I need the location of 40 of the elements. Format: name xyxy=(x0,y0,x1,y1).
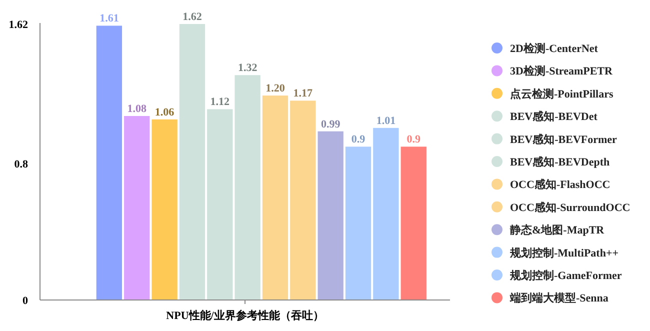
x-tick-label: NPU性能/业界参考性能（吞吐） xyxy=(166,309,324,322)
legend-label: 规划控制-MultiPath++ xyxy=(509,246,618,260)
data-label: 1.06 xyxy=(154,106,175,118)
data-label: 1.12 xyxy=(210,96,230,108)
legend-item: OCC感知-SurroundOCC xyxy=(492,201,630,214)
legend-label: 点云检测-PointPillars xyxy=(510,87,614,100)
data-label: 1.17 xyxy=(293,88,314,100)
legend-item: 2D检测-CenterNet xyxy=(492,42,598,55)
data-label: 1.62 xyxy=(182,11,202,23)
legend-label: BEV感知-BEVDet xyxy=(510,110,598,124)
legend-item: 点云检测-PointPillars xyxy=(492,88,614,100)
legend-item: 规划控制-MultiPath++ xyxy=(492,246,618,260)
data-label: 1.08 xyxy=(127,103,147,115)
legend-label: OCC感知-SurroundOCC xyxy=(510,200,630,214)
legend-label: 2D检测-CenterNet xyxy=(510,42,598,55)
data-label: 0.9 xyxy=(406,134,421,146)
legend-item: BEV感知-BEVDet xyxy=(492,110,598,124)
data-label: 1.32 xyxy=(238,62,258,74)
y-tick-label: 1.62 xyxy=(8,19,28,31)
legend-label: 静态&地图-MapTR xyxy=(509,224,606,237)
data-label: 1.61 xyxy=(100,12,119,25)
legend-label: BEV感知-BEVDepth xyxy=(510,156,610,168)
legend-item: 静态&地图-MapTR xyxy=(492,224,604,237)
data-label: 1.01 xyxy=(376,114,396,127)
legend-item: BEV感知-BEVDepth xyxy=(492,156,610,168)
legend-item: 3D检测-StreamPETR xyxy=(492,65,612,78)
data-label: 0.9 xyxy=(351,134,366,146)
legend-item: 端到端大模型-Senna xyxy=(492,292,608,305)
legend-label: BEV感知-BEVFormer xyxy=(510,132,618,146)
legend-label: OCC感知-FlashOCC xyxy=(510,178,610,192)
legend-item: 规划控制-GameFormer xyxy=(492,270,622,282)
legend-item: OCC感知-FlashOCC xyxy=(492,178,610,192)
y-tick-label: 0 xyxy=(22,295,28,307)
y-tick-label: 0.8 xyxy=(14,158,28,171)
legend-label: 端到端大模型-Senna xyxy=(509,292,609,305)
legend-label: 3D检测-StreamPETR xyxy=(510,64,614,78)
data-label: 0.99 xyxy=(320,118,341,130)
legend-item: BEV感知-BEVFormer xyxy=(492,133,617,146)
legend-label: 规划控制-GameFormer xyxy=(509,269,622,282)
data-label: 1.20 xyxy=(266,82,286,95)
